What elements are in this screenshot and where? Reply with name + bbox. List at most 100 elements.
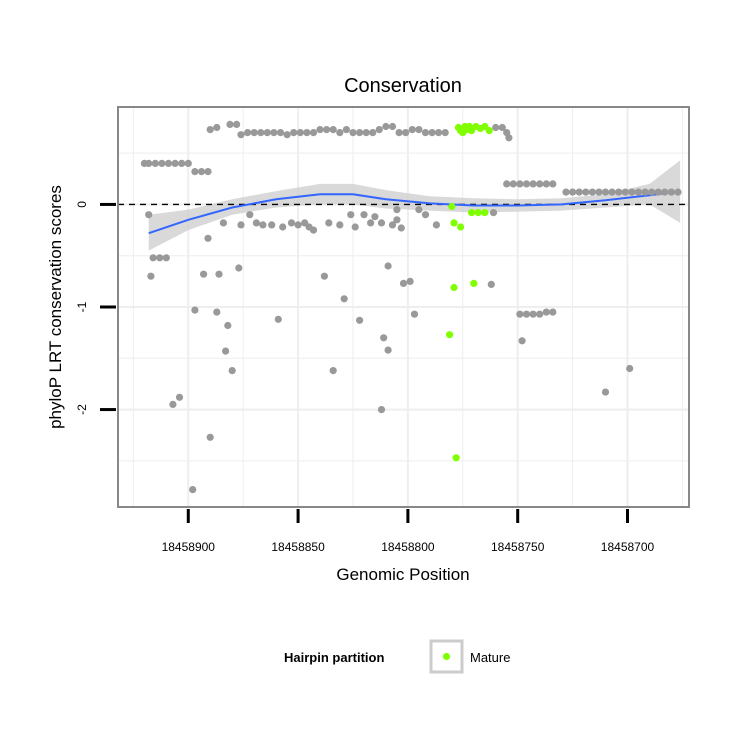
data-point <box>175 393 184 401</box>
data-point <box>435 129 443 137</box>
data-point <box>329 367 337 375</box>
data-point <box>498 123 506 132</box>
data-point <box>397 224 405 232</box>
data-point <box>634 188 643 196</box>
data-point <box>509 180 517 188</box>
data-point <box>228 367 236 375</box>
y-tick-label: -2 <box>75 404 89 415</box>
data-point <box>233 120 241 128</box>
data-point <box>191 306 199 314</box>
points-layer <box>140 120 682 494</box>
data-point-mature <box>448 202 456 211</box>
data-point-mature <box>470 279 478 287</box>
data-point <box>667 188 676 196</box>
data-point <box>323 126 331 134</box>
data-point <box>226 120 234 128</box>
data-point <box>303 129 311 137</box>
data-point <box>151 159 159 167</box>
data-point <box>224 321 232 330</box>
smooth-line <box>148 190 681 235</box>
data-point <box>283 131 291 139</box>
data-point <box>316 126 324 134</box>
data-point <box>347 211 355 219</box>
data-point <box>237 221 245 229</box>
data-point <box>219 219 227 227</box>
data-point <box>432 221 440 229</box>
data-point <box>349 129 357 137</box>
data-point <box>340 295 348 303</box>
data-point <box>325 219 333 227</box>
data-point <box>215 270 223 278</box>
confidence-ribbon <box>148 160 681 251</box>
data-point <box>287 219 296 227</box>
data-point <box>529 310 537 318</box>
x-tick-label: 18458700 <box>601 540 655 554</box>
data-point <box>309 129 318 137</box>
data-point <box>522 310 531 318</box>
data-point <box>621 188 629 196</box>
data-point <box>263 129 271 137</box>
data-point <box>382 122 390 131</box>
data-point <box>582 188 590 196</box>
y-axis: 0 -1 -2 <box>75 201 116 415</box>
data-point <box>415 126 423 134</box>
data-point <box>549 180 557 188</box>
data-point <box>184 159 192 167</box>
data-point <box>294 221 302 229</box>
data-point <box>536 180 544 188</box>
data-point <box>415 206 423 214</box>
panel-border <box>117 106 690 508</box>
data-point <box>428 129 436 137</box>
data-point-mature <box>450 283 458 292</box>
data-point <box>595 188 603 196</box>
data-point <box>569 188 577 196</box>
data-point <box>244 129 252 137</box>
data-point <box>402 129 410 137</box>
data-point <box>204 234 212 242</box>
data-point <box>441 129 449 137</box>
legend-key-mature <box>429 639 464 674</box>
data-point <box>351 223 359 231</box>
legend-mature-dot <box>442 652 451 661</box>
data-point <box>252 219 260 227</box>
data-point <box>162 254 170 262</box>
data-point <box>575 188 583 196</box>
data-point <box>377 219 386 227</box>
data-point <box>626 364 634 373</box>
y-tick-label: 0 <box>75 201 89 208</box>
data-point <box>356 129 364 137</box>
data-point <box>237 131 245 139</box>
legend-title: Hairpin partition <box>284 650 384 665</box>
data-point <box>336 221 344 229</box>
data-point <box>529 180 537 188</box>
data-point <box>489 209 498 217</box>
data-point <box>257 129 265 137</box>
data-point <box>516 180 524 188</box>
panel-frame <box>117 106 690 508</box>
data-point-mature <box>468 209 476 217</box>
smooth-layer <box>118 160 689 251</box>
x-tick-label: 18458850 <box>271 540 325 554</box>
data-point <box>329 126 337 134</box>
data-point <box>149 254 157 262</box>
data-point <box>371 213 379 221</box>
data-point <box>518 337 526 345</box>
data-point <box>189 486 197 494</box>
data-point-mature <box>474 209 482 217</box>
data-point <box>235 264 243 272</box>
data-point <box>276 129 285 137</box>
data-point <box>615 188 623 196</box>
data-point <box>549 308 557 316</box>
data-point <box>648 188 656 196</box>
data-point <box>246 211 254 219</box>
data-point <box>213 123 221 132</box>
data-point <box>279 223 287 231</box>
data-point-mature <box>481 209 489 217</box>
data-point <box>197 168 206 176</box>
y-tick-label: -1 <box>75 301 89 312</box>
y-axis-title: phyloP LRT conservation scores <box>46 185 65 429</box>
data-point <box>320 272 328 280</box>
data-point <box>588 188 597 196</box>
legend: Hairpin partition Mature <box>284 639 510 674</box>
